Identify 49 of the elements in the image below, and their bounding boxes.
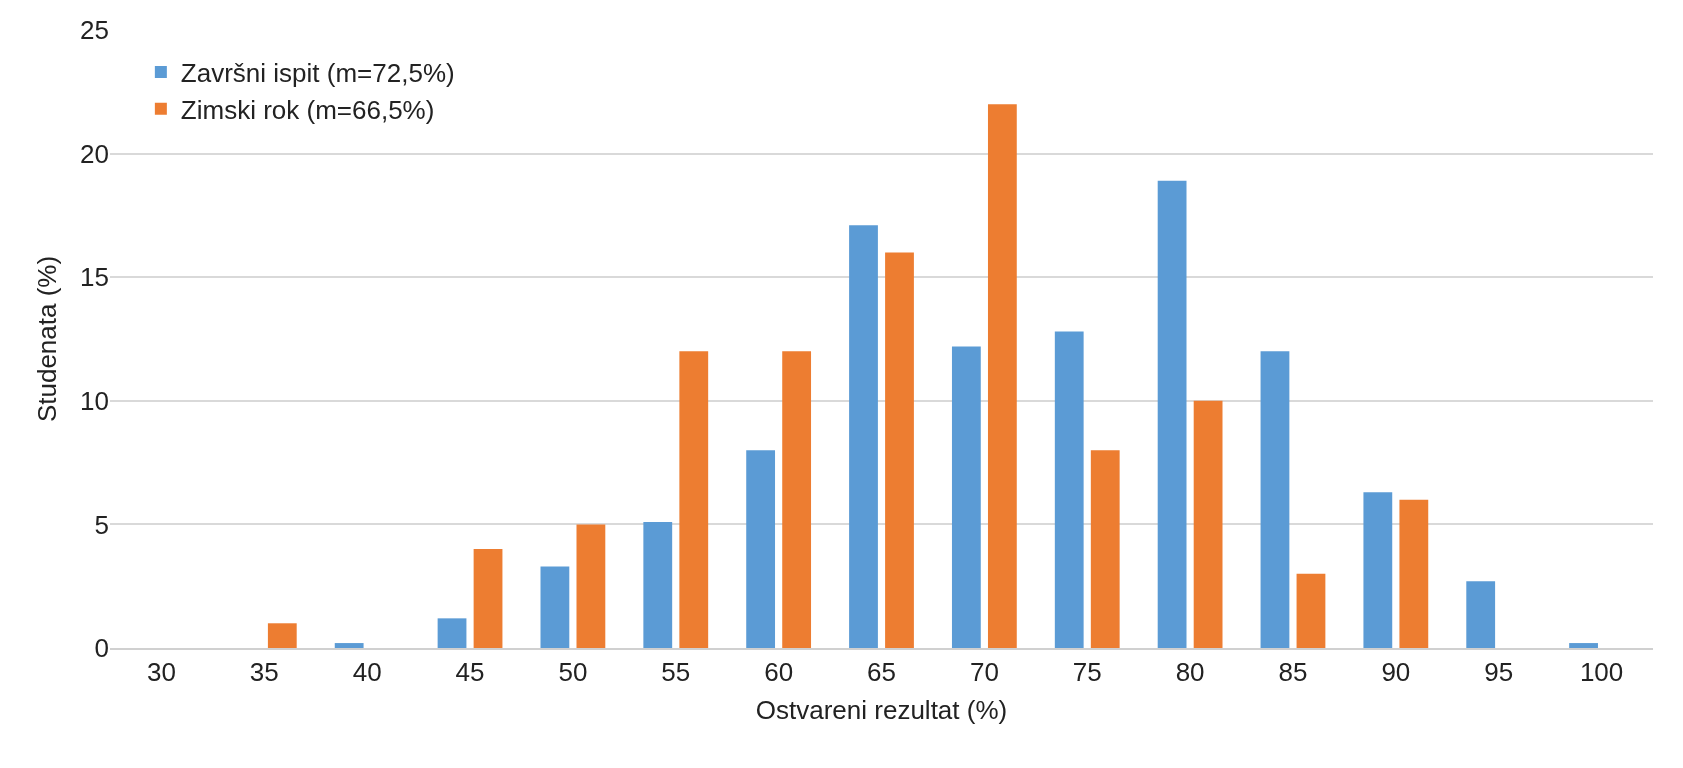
bar <box>643 521 673 648</box>
bar <box>782 351 812 648</box>
legend-label: Zimski rok (m=66,5%) <box>180 94 435 125</box>
bar <box>1466 581 1496 648</box>
bar <box>540 566 570 648</box>
bar <box>951 346 981 648</box>
bar <box>1260 351 1290 648</box>
bar <box>1193 400 1223 648</box>
x-tick-label: 35 <box>249 657 279 688</box>
bar <box>473 549 503 648</box>
x-tick-label: 75 <box>1072 657 1102 688</box>
x-tick-label: 65 <box>867 657 896 688</box>
x-axis-title: Ostvareni rezultat (%) <box>755 695 1008 726</box>
bar <box>679 351 709 648</box>
bar <box>1054 331 1084 648</box>
x-tick-label: 55 <box>661 657 691 688</box>
x-tick-label: 40 <box>352 657 382 688</box>
bar <box>437 618 467 648</box>
x-tick-label: 90 <box>1381 657 1411 688</box>
bar <box>576 524 606 648</box>
legend-label: Završni ispit (m=72,5%) <box>180 58 455 89</box>
x-tick-label: 30 <box>146 657 176 688</box>
bar <box>334 643 364 648</box>
y-tick-label: 5 <box>94 509 109 540</box>
y-tick-label: 20 <box>80 138 109 169</box>
bar <box>1296 573 1326 648</box>
x-tick-label: 45 <box>455 657 485 688</box>
bar <box>1399 499 1429 648</box>
bar <box>267 623 297 648</box>
x-tick-label: 50 <box>558 657 588 688</box>
x-tick-label: 95 <box>1484 657 1514 688</box>
bar <box>1157 180 1187 648</box>
y-tick-label: 0 <box>94 633 109 664</box>
x-tick-label: 60 <box>764 657 794 688</box>
bar <box>746 450 776 648</box>
bar <box>885 252 914 648</box>
y-axis-title: Studenata (%) <box>32 255 63 423</box>
bar <box>987 104 1017 648</box>
bar <box>1363 492 1393 648</box>
y-tick-label: 10 <box>80 385 109 416</box>
y-tick-label: 15 <box>80 262 109 293</box>
x-tick-label: 80 <box>1175 657 1205 688</box>
x-tick-label: 85 <box>1278 657 1308 688</box>
bar <box>1090 450 1120 648</box>
bar <box>849 225 878 648</box>
x-tick-label: 70 <box>969 657 999 688</box>
y-tick-label: 25 <box>80 15 109 46</box>
x-tick-label: 100 <box>1579 657 1624 688</box>
bar <box>1569 643 1598 648</box>
